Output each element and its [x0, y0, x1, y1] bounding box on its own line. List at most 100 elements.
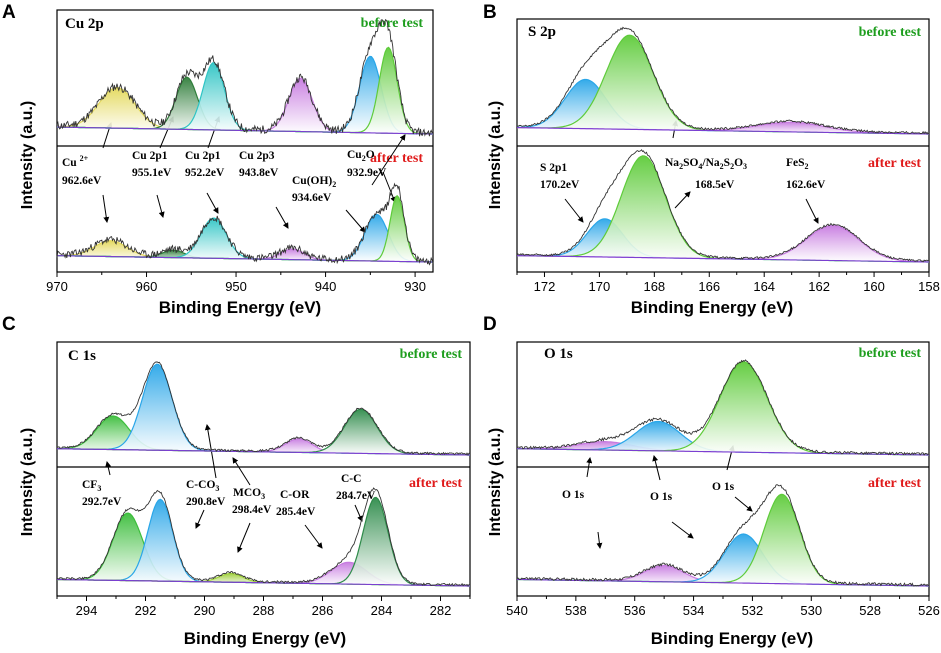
annotation-a-4-name: Cu 2p3 — [239, 150, 275, 162]
annotation-a-6-energy: 932.9eV — [347, 167, 387, 179]
x-tick-label: 528 — [859, 603, 881, 618]
x-tick-label: 930 — [404, 279, 426, 294]
x-tick-label: 166 — [698, 279, 720, 294]
annotation-a-4-energy: 943.8eV — [239, 167, 279, 179]
annotation-c-1-energy: 292.7eV — [82, 496, 122, 508]
annotation-a-2-name: Cu 2p1 — [132, 150, 168, 162]
x-tick-label: 162 — [808, 279, 830, 294]
annotation-d-3-name: O 1s — [712, 481, 735, 493]
panel-d-after-label: after test — [868, 476, 921, 491]
panel-a-cu2p: A Intensity (a.u.) Binding Energy (eV) C… — [2, 2, 434, 317]
x-tick-label: 540 — [506, 603, 528, 618]
panel-d-o1s: D Intensity (a.u.) Binding Energy (eV) O… — [483, 314, 940, 648]
panel-d-ylabel: Intensity (a.u.) — [487, 428, 504, 536]
panel-c-annotations: CF3 292.7eV C-CO3 290.8eV MCO3 298.4eV C… — [82, 424, 376, 553]
x-tick-label: 290 — [194, 603, 216, 618]
x-tick-label: 170 — [589, 279, 611, 294]
x-tick-label: 950 — [225, 279, 247, 294]
panel-b-ylabel: Intensity (a.u.) — [487, 101, 504, 209]
panel-c-after-label: after test — [409, 476, 462, 491]
panel-c-title: C 1s — [68, 348, 96, 364]
annotation-b-2-energy: 168.5eV — [695, 179, 735, 191]
panel-b-letter: B — [483, 2, 497, 23]
annotation-c-3-name: MCO3 — [233, 487, 265, 501]
raw-spectrum-before — [56, 361, 471, 456]
peak-fill-before — [517, 35, 929, 135]
background-line-after — [516, 255, 929, 263]
x-tick-label: 286 — [312, 603, 334, 618]
peak-fill-after — [517, 534, 929, 586]
annotation-a-5-name: Cu(OH)2 — [292, 175, 336, 189]
annotation-c-4-name: C-OR — [280, 489, 310, 501]
peak-fill-before — [517, 122, 929, 134]
x-tick-label: 526 — [918, 603, 940, 618]
x-tick-label: 960 — [136, 279, 158, 294]
panel-c-before-label: before test — [400, 347, 463, 362]
annotation-c-1-name: CF3 — [82, 479, 101, 493]
background-line-before — [517, 127, 929, 135]
annotation-b-1-name: S 2p1 — [540, 162, 567, 174]
annotation-a-2-energy: 955.1eV — [132, 167, 172, 179]
background-line-before — [517, 448, 929, 456]
panel-a-after-label: after test — [370, 151, 423, 166]
annotation-b-3-name: FeS2 — [786, 157, 809, 171]
annotation-b-3-energy: 162.6eV — [786, 179, 826, 191]
x-tick-label: 530 — [800, 603, 822, 618]
panel-a-title: Cu 2p — [65, 16, 104, 32]
peak-fill-before — [57, 47, 433, 134]
annotation-d-2-name: O 1s — [650, 491, 673, 503]
panel-d-letter: D — [483, 314, 497, 335]
annotation-c-4-energy: 285.4eV — [276, 506, 316, 518]
x-tick-label: 284 — [371, 603, 393, 618]
panel-b-title: S 2p — [528, 24, 556, 40]
panel-d-title: O 1s — [544, 346, 573, 362]
x-tick-label: 970 — [46, 279, 68, 294]
panel-a-annotations: Cu 2+ 962.6eV Cu 2p1 955.1eV Cu 2p1 952.… — [62, 116, 406, 233]
peak-fill-after — [57, 499, 470, 586]
annotation-c-5-name: C-C — [341, 473, 361, 485]
panel-c-ylabel: Intensity (a.u.) — [19, 428, 36, 536]
panel-b-before-label: before test — [859, 25, 922, 40]
panel-b-s2p: B Intensity (a.u.) Binding Energy (eV) S… — [483, 2, 940, 317]
panel-a-ylabel: Intensity (a.u.) — [19, 101, 36, 209]
x-tick-label: 168 — [643, 279, 665, 294]
panel-a-frame — [56, 9, 434, 273]
x-tick-label: 164 — [753, 279, 775, 294]
x-tick-label: 282 — [430, 603, 452, 618]
annotation-a-1-energy: 962.6eV — [62, 175, 102, 187]
annotation-c-2-name: C-CO3 — [186, 479, 219, 493]
peak-fill-before — [57, 364, 470, 455]
x-tick-label: 158 — [918, 279, 940, 294]
peak-fill-after — [57, 497, 470, 586]
peak-fill-before — [57, 409, 470, 455]
background-line-before — [57, 448, 470, 456]
x-tick-label: 292 — [135, 603, 157, 618]
x-tick-label: 160 — [863, 279, 885, 294]
panel-a-xlabel: Binding Energy (eV) — [159, 298, 321, 317]
annotation-a-3-name: Cu 2p1 — [185, 150, 221, 162]
raw-spectrum-after — [56, 487, 470, 587]
panel-c-letter: C — [2, 314, 16, 335]
annotation-b-2-name: Na2SO4/Na2S2O3 — [665, 157, 747, 171]
x-tick-label: 534 — [683, 603, 705, 618]
panel-c-xlabel: Binding Energy (eV) — [184, 629, 346, 648]
annotation-a-6-name: Cu2O — [347, 149, 375, 163]
panel-b-xlabel: Binding Energy (eV) — [631, 298, 793, 317]
raw-spectrum-after — [516, 149, 930, 263]
peak-fill-after — [57, 195, 433, 262]
panel-a-letter: A — [2, 2, 16, 23]
panel-d-annotations: O 1s O 1s O 1s — [562, 445, 753, 549]
background-line-after — [56, 255, 433, 263]
annotation-c-5-energy: 284.7eV — [336, 490, 376, 502]
raw-spectrum-before — [56, 18, 434, 137]
x-tick-label: 538 — [565, 603, 587, 618]
peak-fill-after — [517, 155, 929, 262]
annotation-c-3-energy: 298.4eV — [232, 504, 272, 516]
x-tick-label: 532 — [742, 603, 764, 618]
x-tick-label: 294 — [76, 603, 98, 618]
peak-fill-before — [517, 421, 929, 455]
panel-b-after-label: after test — [868, 156, 921, 171]
annotation-c-2-energy: 290.8eV — [186, 496, 226, 508]
panel-b-annotations: S 2p1 170.2eV Na2SO4/Na2S2O3 168.5eV FeS… — [540, 120, 826, 224]
